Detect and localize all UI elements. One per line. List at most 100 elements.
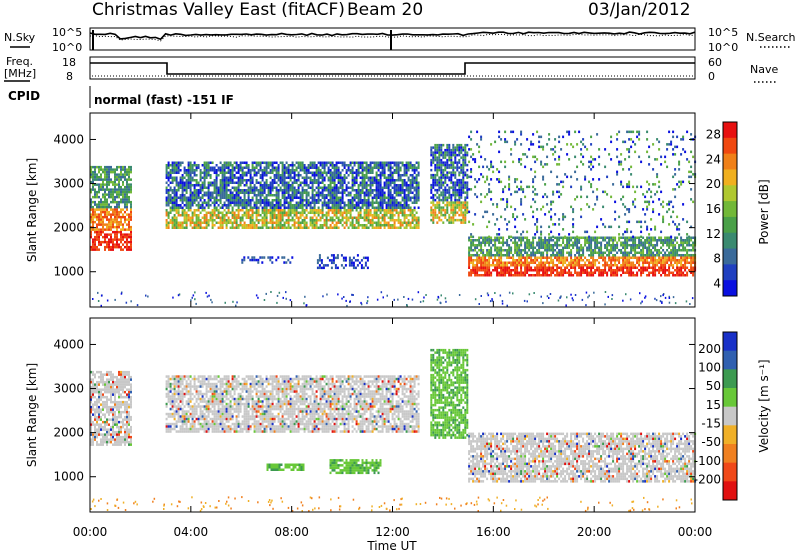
power-cell — [474, 274, 477, 277]
power-cell — [243, 226, 246, 229]
power-cell — [297, 164, 300, 167]
power-cell — [508, 266, 511, 269]
power-cell — [361, 179, 364, 182]
power-cell — [602, 254, 605, 257]
power-cell — [219, 216, 222, 219]
power-cell — [369, 184, 372, 187]
power-cell — [126, 185, 128, 189]
power-cell — [187, 214, 190, 217]
power-cell — [674, 274, 677, 277]
power-cell — [383, 196, 386, 199]
power-cell — [379, 224, 382, 227]
power-cell — [638, 241, 641, 244]
power-cell — [369, 186, 372, 189]
power-cell — [98, 220, 100, 224]
power-cell — [456, 181, 459, 184]
power-cell — [90, 173, 92, 176]
power-cell — [347, 174, 350, 177]
power-cell — [407, 206, 410, 209]
power-cell — [255, 258, 258, 262]
power-cell — [494, 236, 497, 239]
power-cell — [311, 219, 314, 222]
power-cell — [126, 243, 128, 246]
power-cell — [325, 161, 328, 164]
power-cell — [249, 224, 252, 227]
power-cell — [94, 195, 96, 199]
power-cell — [436, 156, 439, 159]
power-cell — [287, 219, 290, 222]
power-cell — [377, 201, 380, 204]
power-cell — [287, 226, 290, 229]
power-cell — [646, 249, 649, 252]
power-cell — [265, 199, 268, 202]
power-cell — [522, 256, 525, 259]
power-cell — [118, 185, 120, 189]
power-cell — [375, 166, 378, 169]
power-cell — [112, 183, 114, 186]
power-cell — [185, 206, 188, 209]
power-cell — [640, 244, 643, 247]
power-cell — [269, 258, 272, 262]
power-cell — [648, 239, 651, 242]
power-cell — [417, 206, 420, 209]
power-cell — [281, 171, 284, 174]
power-cell — [526, 264, 529, 267]
power-cell — [572, 261, 575, 264]
power-cell — [191, 171, 194, 174]
power-cell — [432, 218, 435, 222]
power-cell — [496, 254, 499, 257]
power-cell — [183, 186, 186, 189]
power-cell — [263, 209, 266, 212]
power-cell — [442, 143, 445, 147]
power-cell — [548, 249, 551, 252]
power-cell — [438, 146, 441, 149]
power-cell — [528, 269, 531, 272]
power-cell — [215, 176, 218, 179]
power-cell — [440, 173, 443, 177]
power-cell — [544, 236, 547, 239]
power-cell — [285, 206, 288, 209]
power-cell — [205, 211, 208, 214]
power-cell — [235, 191, 238, 194]
power-cell — [291, 161, 294, 164]
power-cell — [331, 201, 334, 204]
power-cell — [233, 189, 236, 192]
power-cell — [100, 178, 102, 181]
power-cell — [287, 189, 290, 192]
power-cell — [331, 176, 334, 179]
power-cell — [454, 186, 457, 189]
power-cell — [444, 176, 447, 179]
power-cell — [229, 176, 232, 179]
power-cell — [528, 239, 531, 242]
power-cell — [448, 163, 451, 167]
power-cell — [460, 213, 463, 217]
power-cell — [175, 166, 178, 169]
power-cell — [363, 161, 366, 164]
power-cell — [381, 204, 384, 207]
power-cell — [197, 219, 200, 222]
power-cell — [464, 211, 467, 214]
power-cell — [540, 241, 543, 244]
power-cell — [337, 186, 340, 189]
power-cell — [335, 216, 338, 219]
power-cell — [644, 244, 647, 247]
power-cell — [383, 221, 386, 224]
power-cell — [452, 148, 455, 152]
power-cell — [253, 189, 256, 192]
power-cell — [341, 206, 344, 209]
power-cell — [122, 175, 124, 179]
power-cell — [329, 176, 332, 179]
power-cell — [544, 241, 547, 244]
power-cell — [608, 244, 611, 247]
power-cell — [259, 196, 262, 199]
power-cell — [648, 244, 651, 247]
power-cell — [337, 174, 340, 177]
power-cell — [652, 266, 655, 269]
power-cell — [528, 264, 531, 267]
power-cell — [401, 221, 404, 224]
power-cell — [110, 178, 112, 181]
power-cell — [399, 184, 402, 187]
power-cell — [189, 194, 192, 197]
power-cell — [558, 236, 561, 239]
power-cell — [247, 201, 250, 204]
